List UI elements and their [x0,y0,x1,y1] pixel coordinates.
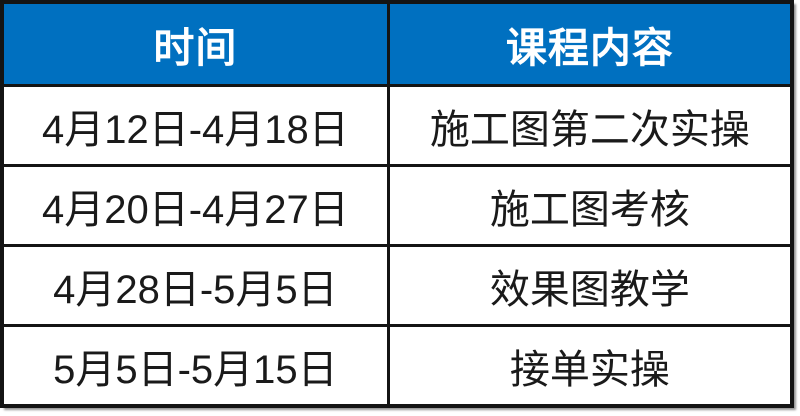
time-cell: 4月12日-4月18日 [0,84,390,167]
time-cell: 4月28日-5月5日 [0,244,390,327]
header-row: 时间 课程内容 [0,0,794,87]
course-content-cell: 效果图教学 [386,244,794,327]
course-content-cell: 施工图第二次实操 [386,84,794,167]
time-cell: 5月5日-5月15日 [0,324,390,408]
course-content-cell: 施工图考核 [386,164,794,247]
column-header-course-content: 课程内容 [386,0,794,87]
table-row: 4月12日-4月18日 施工图第二次实操 [0,84,794,167]
time-cell: 4月20日-4月27日 [0,164,390,247]
course-content-cell: 接单实操 [386,324,794,408]
table-row: 4月20日-4月27日 施工图考核 [0,164,794,247]
course-schedule-table: 时间 课程内容 4月12日-4月18日 施工图第二次实操 4月20日-4月27日… [0,0,794,408]
column-header-time: 时间 [0,0,390,87]
table-row: 5月5日-5月15日 接单实操 [0,324,794,408]
table-row: 4月28日-5月5日 效果图教学 [0,244,794,327]
